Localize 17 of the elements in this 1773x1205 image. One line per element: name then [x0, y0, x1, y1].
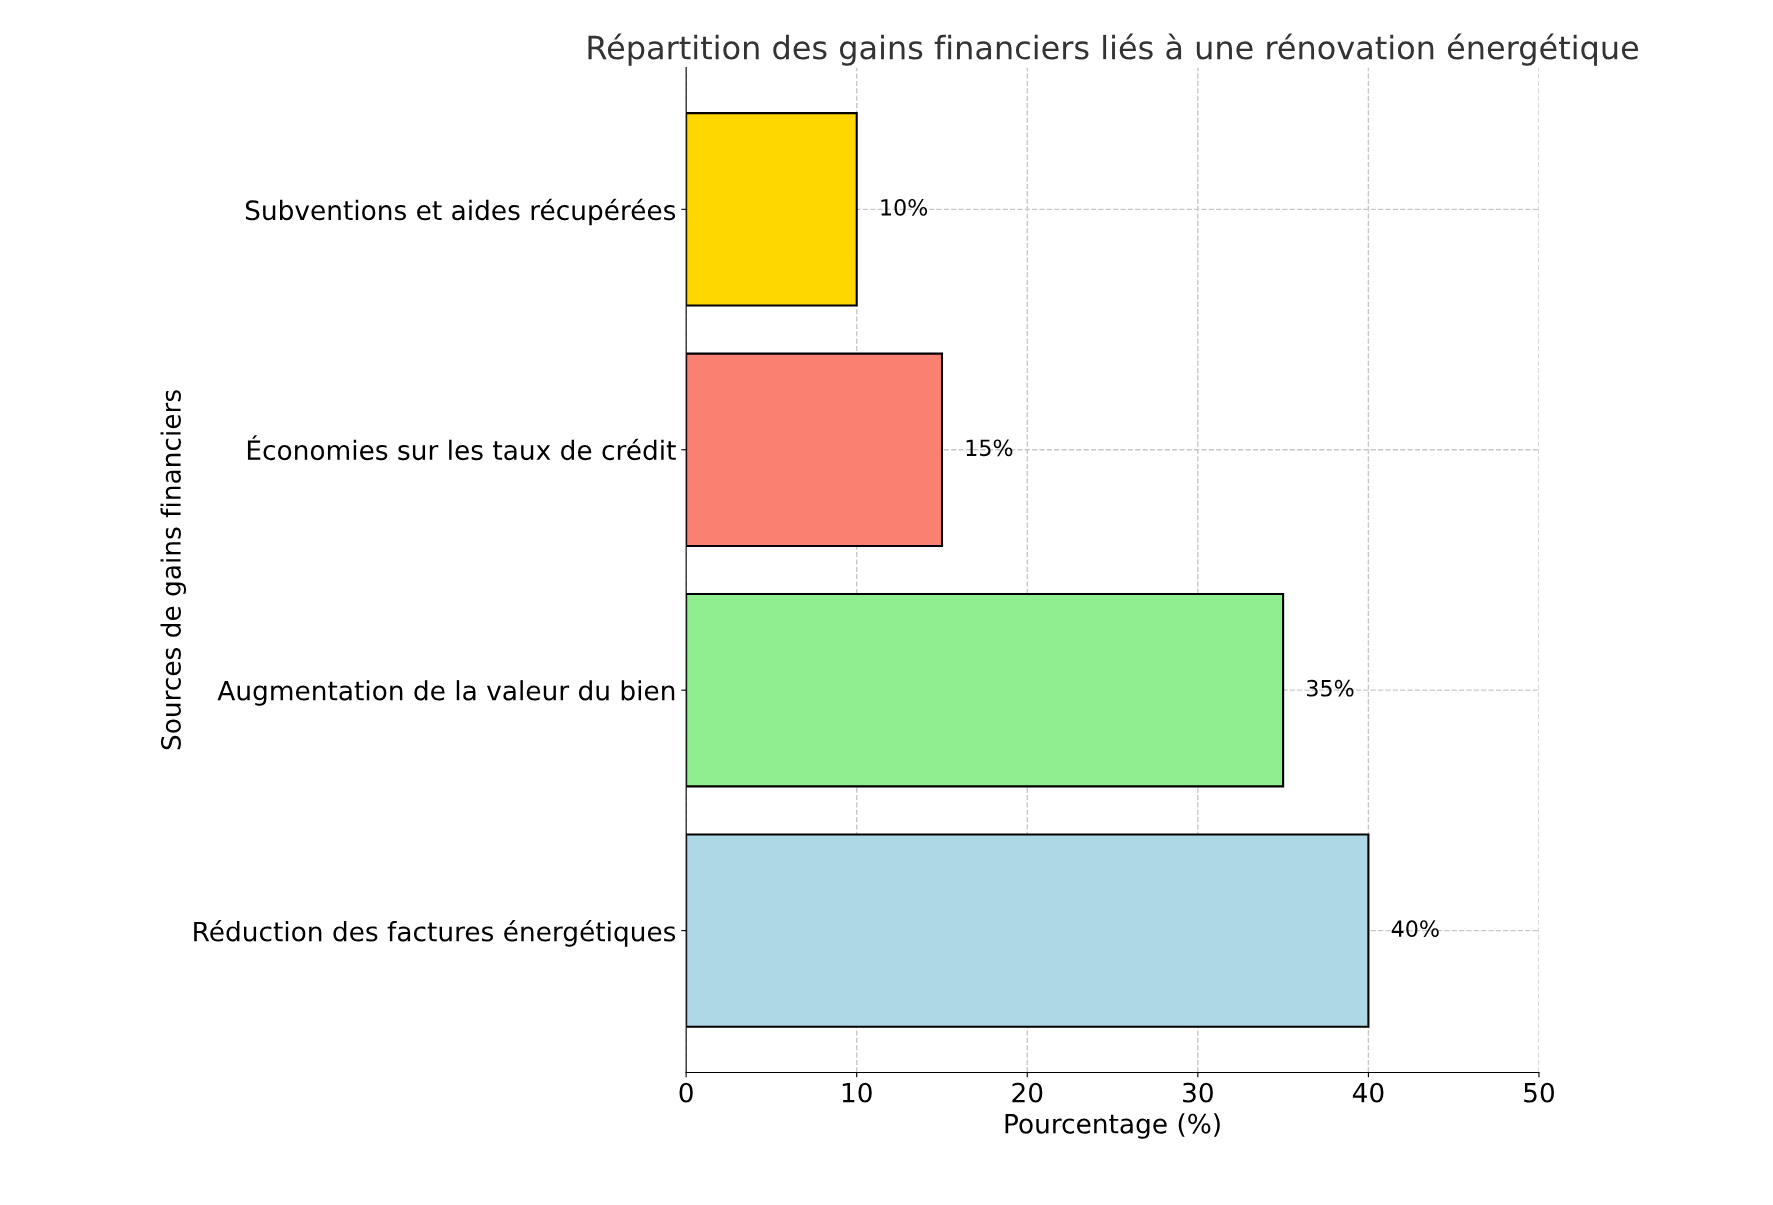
x-tick-label: 10	[842, 1082, 872, 1103]
y-tick-label: Augmentation de la valeur du bien	[217, 680, 675, 706]
chart-title: Répartition des gains financiers liés à une rénovation énergétique	[588, 33, 1639, 66]
x-tick-label: 40	[1352, 1082, 1384, 1103]
x-tick-label: 0	[679, 1082, 693, 1103]
y-tick-label: Économies sur les taux de crédit	[247, 435, 676, 461]
y-axis-title: Sources de gains financiers	[160, 390, 187, 750]
x-axis-title: Pourcentage (%)	[1005, 1113, 1220, 1139]
y-tick-label: Subventions et aides récupérées	[245, 198, 676, 226]
y-tick-label: Réduction des factures énergétiques	[194, 920, 676, 947]
data-label: 15%	[966, 439, 1013, 457]
data-label: 35%	[1307, 679, 1354, 697]
x-tick-label: 50	[1524, 1082, 1554, 1103]
data-label: 10%	[881, 198, 928, 216]
x-tick-label: 30	[1183, 1082, 1213, 1103]
data-label: 40%	[1391, 920, 1439, 938]
x-tick-label: 20	[1012, 1082, 1043, 1103]
